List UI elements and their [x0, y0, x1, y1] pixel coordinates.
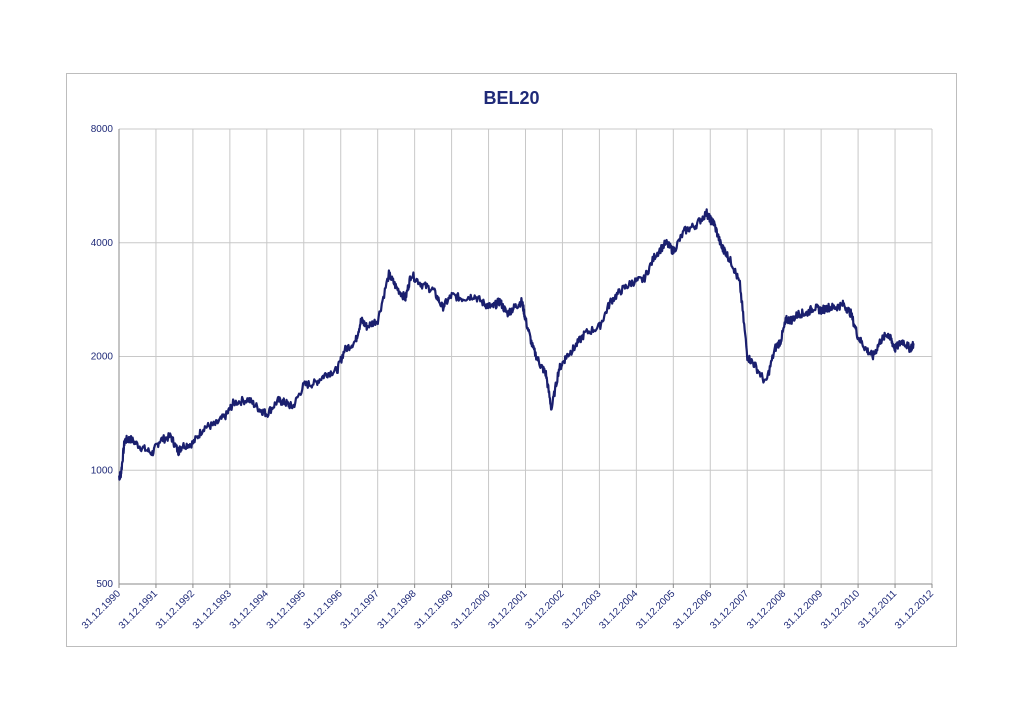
y-tick-label: 1000 [91, 465, 114, 476]
x-tick-label: 31.12.2012 [893, 588, 936, 631]
y-tick-label: 8000 [91, 124, 114, 135]
chart-frame: BEL20 500 1000 2000 4000 8000 31.12.1990 31.1… [66, 73, 957, 647]
series-line-group [118, 208, 915, 481]
x-axis-ticks: 31.12.199031.12.199131.12.199231.12.1993… [80, 588, 936, 631]
y-tick-label: 2000 [91, 352, 114, 363]
y-tick-label: 500 [96, 579, 113, 590]
grid-lines [118, 128, 933, 588]
chart-title: BEL20 [483, 88, 540, 108]
y-axis-ticks: 500 1000 2000 4000 8000 [91, 124, 114, 590]
series-line [118, 208, 915, 481]
y-tick-label: 4000 [91, 238, 114, 249]
chart-plot: 500 1000 2000 4000 8000 31.12.199031.12.1991… [80, 124, 936, 632]
x-tick-label: 31.12.2010 [819, 588, 862, 631]
